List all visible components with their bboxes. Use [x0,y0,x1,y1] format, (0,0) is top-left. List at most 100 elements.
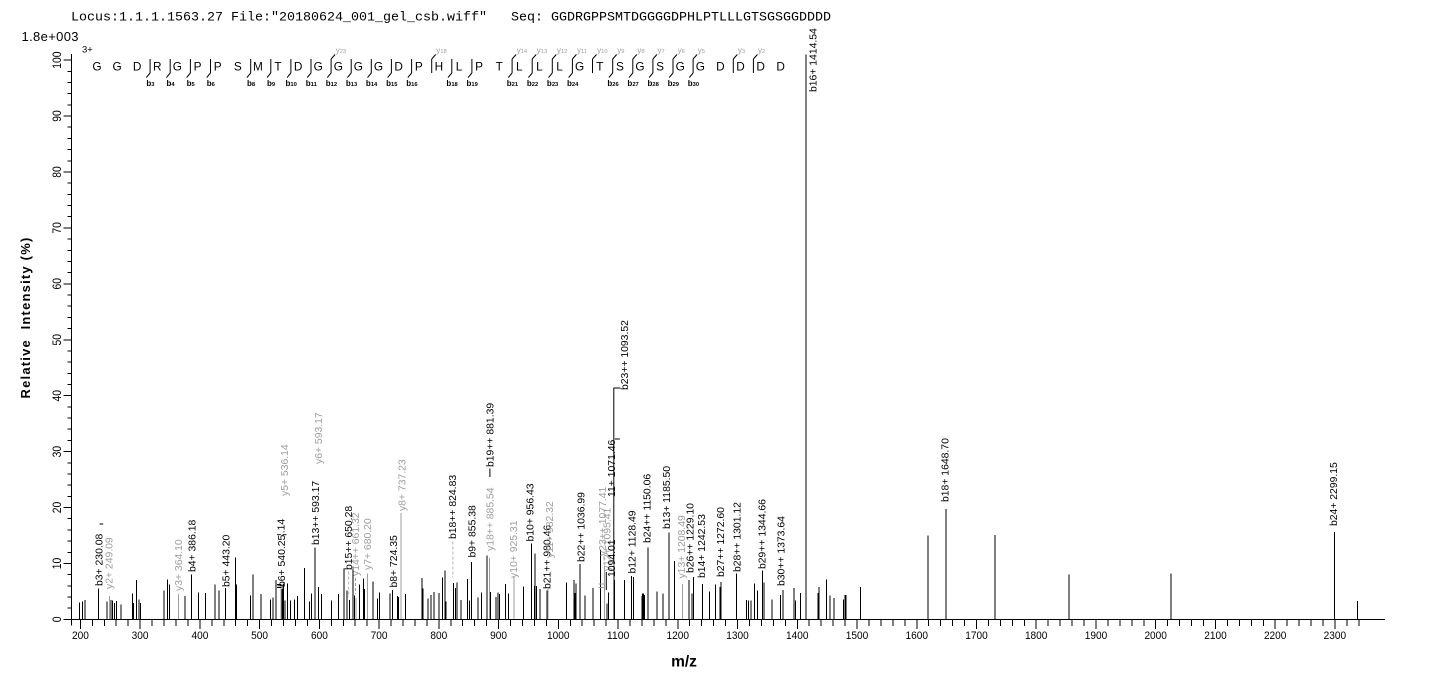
svg-text:b13++ 593.17: b13++ 593.17 [311,481,322,545]
svg-text:P: P [194,60,202,74]
svg-text:b19: b19 [467,79,479,88]
svg-text:1500: 1500 [846,630,869,642]
svg-text:1700: 1700 [965,630,988,642]
svg-text:G: G [113,60,122,74]
svg-text:b27++ 1272.60: b27++ 1272.60 [716,507,727,577]
svg-text:2200: 2200 [1264,630,1287,642]
svg-text:1800: 1800 [1025,630,1048,642]
svg-text:b27: b27 [627,79,638,88]
svg-text:b4+ 386.18: b4+ 386.18 [188,519,199,572]
svg-text:1600: 1600 [906,630,929,642]
svg-text:b16+ 1414.54: b16+ 1414.54 [808,28,819,92]
svg-text:y14: y14 [517,46,528,55]
svg-text:1900: 1900 [1085,630,1108,642]
svg-text:G: G [92,60,101,74]
svg-text:b8+ 724.35: b8+ 724.35 [389,535,400,588]
svg-text:60: 60 [50,278,64,290]
svg-text:y12: y12 [557,46,567,55]
svg-text:b28++ 1301.12: b28++ 1301.12 [732,502,743,572]
svg-text:1100: 1100 [607,630,630,642]
svg-text:2000: 2000 [1144,630,1167,642]
svg-text:0: 0 [50,616,64,622]
svg-text:y7: y7 [658,46,665,55]
svg-text:y18: y18 [436,46,446,55]
svg-text:y23++ 1077.41: y23++ 1077.41 [598,486,609,556]
svg-text:H: H [435,60,444,74]
svg-text:T: T [274,60,281,74]
svg-text:P: P [214,60,222,74]
svg-text:30: 30 [50,445,64,457]
svg-text:b29: b29 [668,79,680,88]
svg-text:b14: b14 [366,79,378,88]
svg-text:L: L [456,60,463,74]
svg-text:D: D [133,60,142,74]
svg-text:b9+ 855.38: b9+ 855.38 [468,505,479,558]
svg-text:M: M [253,60,263,74]
svg-text:80: 80 [50,166,64,178]
svg-text:b21: b21 [507,79,519,88]
svg-text:Relative Intensity (%): Relative Intensity (%) [18,237,33,399]
svg-text:D: D [294,60,303,74]
svg-text:b23: b23 [547,79,559,88]
svg-text:b3: b3 [146,79,155,88]
svg-text:b8: b8 [247,79,256,88]
svg-text:Locus:1.1.1.1563.27 File:"2018: Locus:1.1.1.1563.27 File:"20180624_001_g… [71,9,831,24]
svg-text:y2+ 249.09: y2+ 249.09 [105,537,116,589]
svg-text:b26++ 1229.10: b26++ 1229.10 [686,503,697,573]
svg-text:y3: y3 [738,46,745,55]
svg-text:b22++ 1036.99: b22++ 1036.99 [576,492,587,562]
svg-text:T: T [496,60,503,74]
svg-text:y10: y10 [597,46,607,55]
svg-text:90: 90 [50,110,64,122]
svg-text:b6+ 540.25: b6+ 540.25 [277,534,288,587]
svg-text:b13+ 1185.50: b13+ 1185.50 [662,466,673,529]
svg-text:1400: 1400 [786,630,809,642]
svg-text:y11: y11 [577,46,587,55]
svg-text:b15++ 650.28: b15++ 650.28 [344,506,355,570]
svg-text:y14++ 661.32: y14++ 661.32 [351,512,362,576]
svg-text:G: G [676,60,685,74]
svg-text:1094.01: 1094.01 [607,539,618,577]
svg-text:10: 10 [50,557,64,569]
svg-text:b11: b11 [306,79,318,88]
svg-text:D: D [394,60,403,74]
svg-text:1.8e+003: 1.8e+003 [22,29,79,44]
svg-text:b14+ 1242.53: b14+ 1242.53 [697,514,708,578]
svg-text:700: 700 [371,630,388,642]
svg-text:300: 300 [132,630,149,642]
svg-text:y13: y13 [537,46,547,55]
svg-text:y6: y6 [678,46,685,55]
svg-text:500: 500 [251,630,268,642]
svg-text:m/z: m/z [671,654,697,671]
svg-text:y12+ 1095.41: y12+ 1095.41 [602,508,613,571]
svg-text:y10+ 925.31: y10+ 925.31 [509,520,520,578]
svg-text:b18++ 824.83: b18++ 824.83 [448,475,459,539]
svg-text:L: L [536,60,543,74]
svg-text:y18++ 885.54: y18++ 885.54 [486,487,497,551]
svg-text:b24++ 1150.06: b24++ 1150.06 [642,474,653,543]
svg-text:1200: 1200 [667,630,690,642]
svg-text:b12: b12 [326,79,337,88]
svg-text:b22: b22 [527,79,538,88]
svg-text:b9: b9 [267,79,276,88]
svg-text:70: 70 [50,222,64,234]
svg-text:100: 100 [50,51,64,69]
svg-text:b24+ 2299.15: b24+ 2299.15 [1329,462,1340,526]
svg-text:D: D [776,60,785,74]
svg-text:400: 400 [191,630,208,642]
svg-text:b30++ 1373.64: b30++ 1373.64 [776,516,787,586]
svg-text:y13+ 1208.49: y13+ 1208.49 [677,515,688,578]
svg-text:b29++ 1344.66: b29++ 1344.66 [758,499,769,569]
svg-text:T: T [596,60,603,74]
svg-text:P: P [475,60,483,74]
svg-text:y9: y9 [617,46,624,55]
svg-text:P: P [415,60,423,74]
svg-text:y7+ 680.20: y7+ 680.20 [363,518,374,570]
svg-text:y2: y2 [758,46,765,55]
svg-text:b13: b13 [346,79,358,88]
svg-text:y11+ 982.32: y11+ 982.32 [545,501,556,558]
svg-text:b5+ 443.20: b5+ 443.20 [222,534,233,587]
svg-text:G: G [314,60,323,74]
svg-text:b30: b30 [688,79,699,88]
svg-text:b16: b16 [406,79,418,88]
